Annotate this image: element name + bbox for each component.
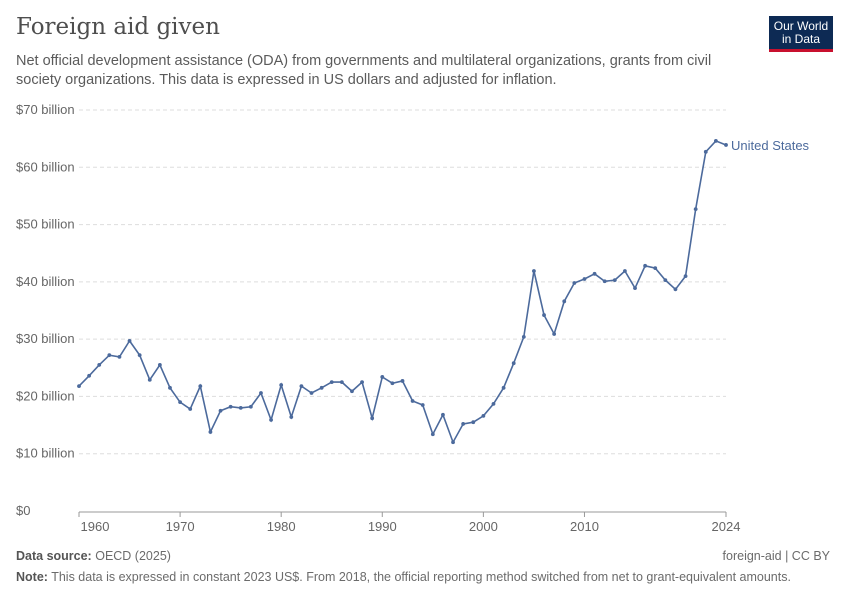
data-point (633, 286, 637, 291)
data-point (451, 440, 455, 445)
data-point (279, 383, 284, 387)
data-point (461, 422, 466, 426)
data-point (481, 414, 486, 418)
y-tick-label: $40 billion (16, 274, 75, 289)
y-tick-label: $60 billion (16, 159, 75, 174)
x-tick-label: 1980 (267, 519, 296, 534)
data-point (289, 415, 294, 419)
y-tick-label: $0 (16, 503, 30, 518)
y-tick-label: $10 billion (16, 446, 75, 461)
data-point (107, 353, 112, 358)
data-point (612, 278, 617, 283)
data-point (238, 405, 243, 410)
data-point (592, 271, 597, 276)
data-point (339, 380, 344, 385)
data-point (582, 277, 587, 281)
data-point (198, 384, 203, 389)
data-point (319, 385, 324, 390)
series-label: United States (731, 138, 810, 153)
source-label: Data source: (16, 549, 92, 563)
data-point (147, 377, 152, 382)
y-tick-label: $30 billion (16, 331, 75, 346)
data-point (643, 263, 648, 268)
data-point (259, 391, 263, 395)
data-point (653, 266, 658, 271)
source-link[interactable]: OECD (2025) (95, 549, 171, 563)
license[interactable]: foreign-aid | CC BY (722, 549, 830, 563)
data-point (663, 278, 668, 283)
data-point (602, 279, 607, 284)
x-tick-label: 1990 (368, 519, 397, 534)
data-point (400, 379, 405, 383)
data-point (380, 375, 385, 379)
data-point (329, 380, 334, 385)
x-tick-label: 1970 (166, 519, 195, 534)
data-point (390, 381, 395, 386)
data-point (532, 269, 536, 273)
data-point (117, 355, 122, 359)
data-point (410, 399, 415, 403)
data-point (157, 363, 162, 367)
y-tick-label: $70 billion (16, 102, 75, 117)
data-point (299, 384, 304, 389)
data-point (441, 412, 445, 417)
data-point (501, 385, 506, 390)
data-point (683, 274, 688, 279)
data-point (673, 287, 678, 292)
data-point (471, 420, 476, 425)
data-point (703, 149, 708, 154)
data-point (269, 418, 273, 422)
chart-title: Foreign aid given (16, 14, 220, 40)
x-tick-label: 2024 (712, 519, 741, 534)
data-point (87, 373, 92, 378)
data-point (420, 403, 425, 407)
data-point (360, 380, 364, 385)
x-tick-label: 2000 (469, 519, 498, 534)
data-point (552, 332, 557, 336)
data-point (350, 389, 354, 394)
data-point (178, 400, 182, 405)
data-point (724, 143, 728, 147)
owid-logo[interactable]: Our World in Data (769, 16, 833, 52)
data-point (572, 281, 577, 285)
data-point (693, 207, 698, 212)
y-tick-label: $50 billion (16, 217, 75, 232)
note-text: This data is expressed in constant 2023 … (51, 570, 791, 584)
series-line (78, 139, 727, 445)
x-tick-label: 2010 (570, 519, 599, 534)
data-point (77, 384, 81, 389)
note-label: Note: (16, 570, 48, 584)
data-point (248, 404, 253, 409)
data-point (370, 416, 375, 421)
data-source: Data source: OECD (2025) (16, 549, 171, 563)
data-point (97, 363, 102, 367)
data-point (542, 313, 546, 317)
data-point (228, 404, 233, 409)
data-point (623, 269, 627, 273)
data-point (208, 430, 213, 434)
data-point (511, 361, 516, 366)
data-point (521, 334, 526, 339)
data-point (491, 401, 496, 406)
data-point (430, 432, 435, 437)
data-point (168, 385, 172, 390)
data-point (127, 338, 132, 343)
data-point (137, 353, 142, 358)
x-tick-label: 1960 (81, 519, 110, 534)
y-tick-label: $20 billion (16, 388, 75, 403)
data-point (309, 391, 314, 395)
note: Note: This data is expressed in constant… (16, 570, 791, 584)
data-point (188, 407, 193, 411)
data-point (218, 408, 223, 413)
chart-subtitle: Net official development assistance (ODA… (16, 53, 712, 88)
data-point (713, 139, 718, 143)
data-point (562, 299, 567, 304)
